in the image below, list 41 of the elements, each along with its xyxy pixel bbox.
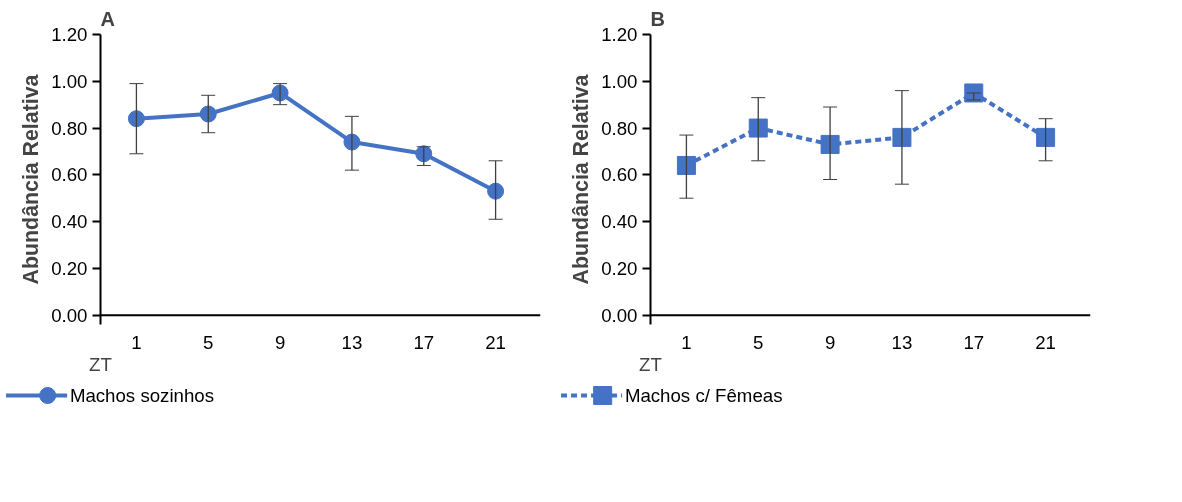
x-tick-label: 5 [753, 331, 764, 353]
y-tick-label: 0.00 [51, 304, 88, 326]
y-tick-label: 0.20 [51, 257, 88, 279]
legend-label: Machos sozinhos [69, 385, 215, 406]
point [1036, 127, 1056, 147]
x-tick-label: 21 [485, 331, 506, 353]
legend-label: Machos c/ Fêmeas [624, 385, 783, 406]
point [487, 182, 505, 200]
x-tick-label: 21 [1035, 331, 1056, 353]
x-tick-label: 9 [824, 331, 836, 353]
y-axis-title: Abundância Relativa [19, 74, 44, 285]
x-tick-label: 13 [891, 331, 913, 353]
x-tick-label: 1 [131, 331, 142, 353]
y-tick-label: 0.60 [601, 164, 638, 186]
y-tick-label: 1.00 [601, 70, 638, 92]
y-tick-label: 1.20 [51, 24, 88, 45]
x-axis-title: ZT [639, 353, 662, 375]
y-tick-label: 0.60 [51, 164, 88, 186]
x-tick-label: 5 [203, 331, 214, 353]
point [199, 105, 217, 123]
chart-title: B [650, 7, 665, 30]
x-axis-title: ZT [89, 353, 112, 375]
y-tick-label: 1.00 [51, 70, 88, 92]
point [676, 155, 696, 175]
chart-title: A [100, 7, 115, 30]
y-axis-title: Abundância Relativa [569, 74, 594, 285]
x-tick-label: 17 [413, 331, 435, 353]
x-tick-label: 13 [341, 331, 363, 353]
x-tick-label: 9 [274, 331, 286, 353]
x-tick-label: 1 [681, 331, 692, 353]
y-tick-label: 0.40 [51, 211, 88, 233]
x-tick-label: 17 [963, 331, 985, 353]
point [127, 110, 145, 128]
y-tick-label: 0.40 [601, 211, 638, 233]
y-tick-label: 0.20 [601, 257, 638, 279]
y-tick-label: 1.20 [601, 24, 638, 45]
point [748, 118, 768, 138]
y-tick-label: 0.80 [51, 117, 88, 139]
point [415, 145, 433, 163]
y-tick-label: 0.80 [601, 117, 638, 139]
y-tick-label: 0.00 [601, 304, 638, 326]
